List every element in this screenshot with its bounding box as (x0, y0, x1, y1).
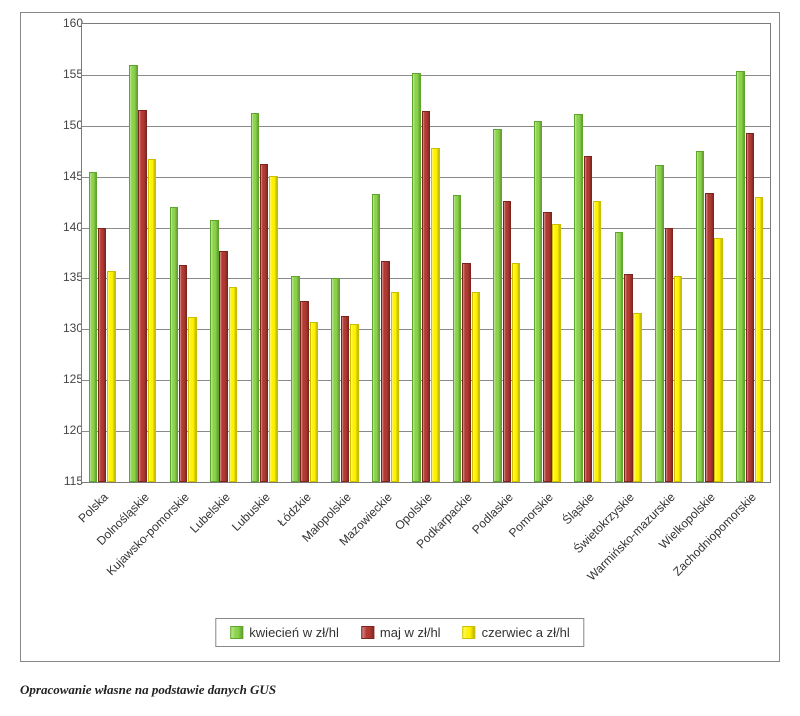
bar-czerwiec (431, 148, 439, 482)
bar-kwiecien (655, 165, 663, 482)
legend-label-czerwiec: czerwiec a zł/hl (482, 625, 570, 640)
bar-maj (381, 261, 389, 482)
bar-kwiecien (615, 232, 623, 482)
bar-kwiecien (89, 172, 97, 482)
bar-maj (584, 156, 592, 482)
bar-czerwiec (350, 324, 358, 482)
bar-czerwiec (107, 271, 115, 482)
category-group (608, 24, 648, 482)
y-tick-label: 125 (39, 372, 83, 386)
bar-maj (219, 251, 227, 482)
legend-item-czerwiec: czerwiec a zł/hl (463, 625, 570, 640)
bar-czerwiec (552, 224, 560, 483)
source-caption: Opracowanie własne na podstawie danych G… (20, 682, 276, 698)
bar-maj (422, 111, 430, 482)
bar-kwiecien (291, 276, 299, 482)
bar-kwiecien (574, 114, 582, 482)
bar-kwiecien (170, 207, 178, 482)
bar-kwiecien (331, 278, 339, 482)
bar-czerwiec (148, 159, 156, 482)
bar-kwiecien (493, 129, 501, 482)
bar-kwiecien (453, 195, 461, 482)
bar-kwiecien (372, 194, 380, 482)
y-tick-label: 145 (39, 169, 83, 183)
y-tick-label: 160 (39, 16, 83, 30)
bar-maj (746, 133, 754, 482)
category-group (689, 24, 729, 482)
bar-kwiecien (129, 65, 137, 482)
bar-maj (503, 201, 511, 482)
bar-maj (138, 110, 146, 483)
category-group (203, 24, 243, 482)
bar-maj (260, 164, 268, 482)
category-group (365, 24, 405, 482)
bar-maj (665, 228, 673, 482)
category-group (730, 24, 770, 482)
bar-czerwiec (755, 197, 763, 482)
legend-label-kwiecien: kwiecień w zł/hl (249, 625, 339, 640)
category-group (244, 24, 284, 482)
legend-swatch-kwiecien (230, 626, 243, 639)
bar-maj (300, 301, 308, 482)
bar-kwiecien (210, 220, 218, 482)
y-tick-label: 150 (39, 118, 83, 132)
bar-czerwiec (391, 292, 399, 482)
y-tick-label: 115 (39, 474, 83, 488)
x-axis-labels: PolskaDolnośląskieKujawsko-pomorskieLube… (81, 485, 771, 605)
bar-czerwiec (188, 317, 196, 482)
bar-czerwiec (310, 322, 318, 482)
legend-swatch-maj (361, 626, 374, 639)
category-group (122, 24, 162, 482)
y-tick-label: 135 (39, 270, 83, 284)
bar-maj (341, 316, 349, 482)
bar-maj (543, 212, 551, 482)
legend-item-kwiecien: kwiecień w zł/hl (230, 625, 339, 640)
page: 115 120 125 130 135 140 145 150 155 160 PolskaDol… (0, 0, 800, 716)
y-tick-label: 155 (39, 67, 83, 81)
bar-kwiecien (736, 71, 744, 482)
legend-swatch-czerwiec (463, 626, 476, 639)
category-group (163, 24, 203, 482)
bar-czerwiec (714, 238, 722, 482)
bar-kwiecien (412, 73, 420, 482)
bar-maj (624, 274, 632, 482)
y-tick-label: 120 (39, 423, 83, 437)
chart-frame: 115 120 125 130 135 140 145 150 155 160 PolskaDol… (20, 12, 780, 662)
bar-maj (98, 228, 106, 482)
bar-czerwiec (269, 176, 277, 482)
legend: kwiecień w zł/hl maj w zł/hl czerwiec a … (215, 618, 584, 647)
bar-czerwiec (633, 313, 641, 482)
bar-czerwiec (512, 263, 520, 482)
y-tick-label: 140 (39, 220, 83, 234)
category-group (527, 24, 567, 482)
bar-czerwiec (472, 292, 480, 482)
bar-maj (705, 193, 713, 482)
category-group (446, 24, 486, 482)
category-group (568, 24, 608, 482)
bar-maj (462, 263, 470, 482)
bar-maj (179, 265, 187, 482)
bar-czerwiec (593, 201, 601, 482)
category-group (325, 24, 365, 482)
category-group (82, 24, 122, 482)
legend-label-maj: maj w zł/hl (380, 625, 441, 640)
bar-kwiecien (534, 121, 542, 482)
bars-layer (82, 24, 770, 482)
legend-item-maj: maj w zł/hl (361, 625, 441, 640)
y-tick-label: 130 (39, 321, 83, 335)
bar-kwiecien (696, 151, 704, 482)
category-group (406, 24, 446, 482)
category-group (284, 24, 324, 482)
bar-czerwiec (229, 287, 237, 482)
plot-area (81, 23, 771, 483)
bar-kwiecien (251, 113, 259, 482)
category-group (649, 24, 689, 482)
category-group (487, 24, 527, 482)
bar-czerwiec (674, 276, 682, 482)
